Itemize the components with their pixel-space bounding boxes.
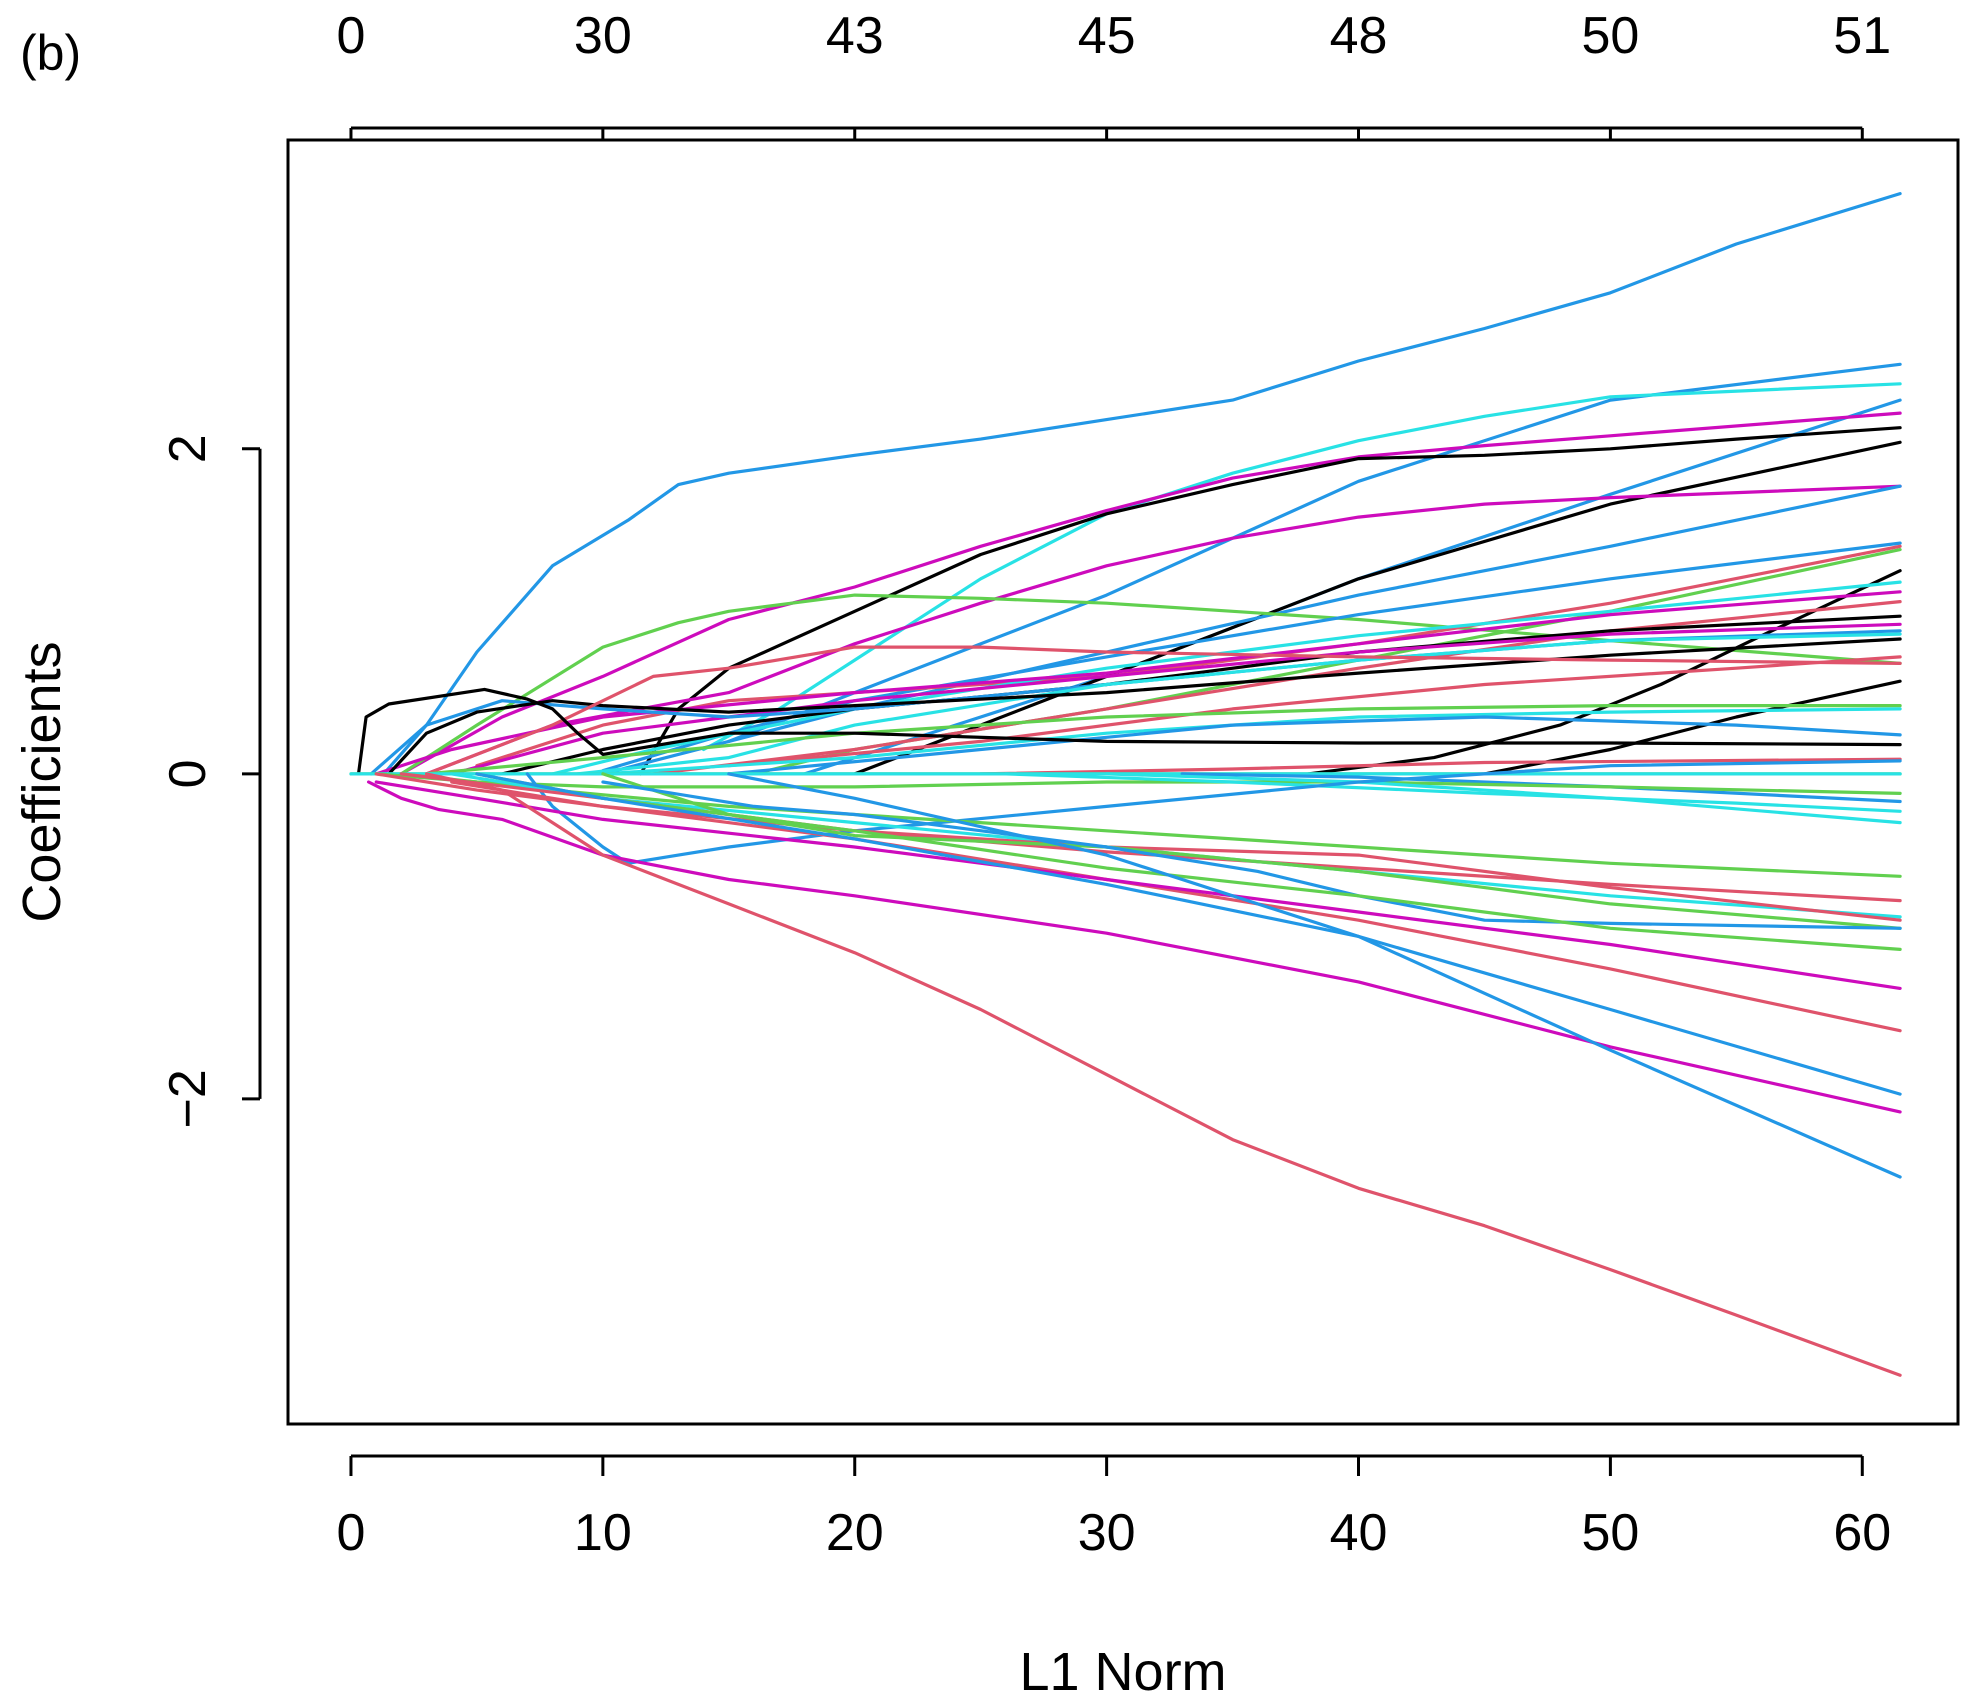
series-group [349,192,1902,1377]
series-line-s33 [1180,772,1902,804]
top-tick-label: 45 [1078,7,1136,65]
x-tick-label: 30 [1078,1504,1136,1562]
series-line-s48 [367,780,1902,1114]
plot-frame [286,138,1960,1426]
top-tick-label: 48 [1330,7,1388,65]
series-line-s50 [424,772,1902,1377]
series-line-s43 [601,780,1902,930]
series-line-s15 [550,580,1902,776]
y-tick-label: −2 [159,1069,217,1128]
series-line-s13 [475,544,1902,768]
series-line-s19 [450,622,1902,776]
series-line-s24 [727,655,1902,768]
series-line-s30 [979,757,1902,776]
top-tick-label: 51 [1833,7,1891,65]
series-line-s49 [727,772,1902,1179]
series-line-s17 [651,600,1902,776]
y-tick-label: 2 [159,434,217,463]
top-tick-label: 30 [574,7,632,65]
top-tick-label: 50 [1581,7,1639,65]
x-tick-label: 60 [1833,1504,1891,1562]
y-axis-title: Coefficients [12,641,72,922]
series-line-s01 [382,192,1902,776]
series-line-s10 [399,593,1902,776]
series-line-s08 [424,484,1902,776]
series-line-s28 [727,715,1902,776]
series-line-s29 [356,687,1902,776]
top-tick-label: 43 [826,7,884,65]
series-line-s36 [1004,772,1902,813]
series-line-s05 [399,411,1902,776]
series-line-s22 [387,637,1902,776]
x-tick-label: 40 [1330,1504,1388,1562]
series-line-s21 [576,632,1902,776]
series-line-s26 [424,704,1902,776]
series-line-s47 [475,772,1902,1096]
series-line-s16 [374,590,1902,776]
series-line-s02 [727,362,1902,743]
top-tick-label: 0 [337,7,366,65]
x-tick-label: 0 [337,1504,366,1562]
top-axis: 0 30 43 45 48 50 51 [337,7,1891,140]
series-line-s23 [424,645,1902,776]
series-line-s45 [450,780,1902,1033]
left-axis: −2 0 2 [159,434,262,1129]
panel-label: (b) [20,25,81,81]
series-line-s37 [525,759,1902,865]
series-line-s39 [374,772,1902,903]
bottom-axis: 0 10 20 30 40 50 60 [337,1454,1891,1562]
series-line-s35 [1105,772,1902,825]
x-tick-label: 50 [1581,1504,1639,1562]
y-tick-label: 0 [159,759,217,788]
x-axis-title: L1 Norm [1019,1642,1226,1702]
series-line-s06 [639,426,1902,776]
x-tick-label: 10 [574,1504,632,1562]
x-tick-label: 20 [826,1504,884,1562]
